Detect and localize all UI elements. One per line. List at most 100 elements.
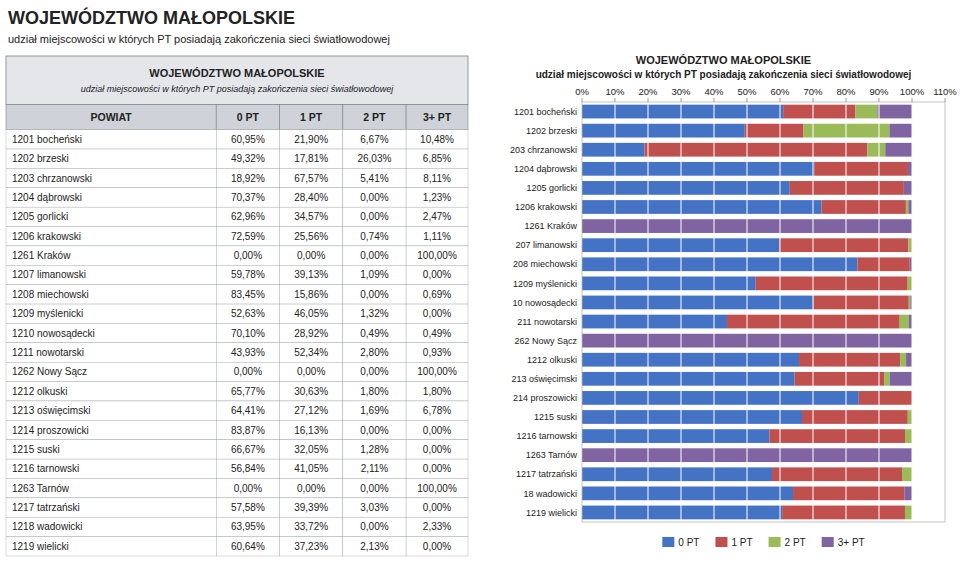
table-value: 21,90%: [294, 134, 328, 145]
table-cell: [406, 382, 468, 401]
bar-segment: [906, 200, 908, 214]
table-value: 30,63%: [294, 386, 328, 397]
table-cell: [406, 343, 468, 362]
table-value: 83,87%: [231, 425, 265, 436]
table-value: 57,58%: [231, 502, 265, 513]
table-value: 0,00%: [360, 425, 388, 436]
x-tick: [813, 98, 814, 102]
bar-segment: [859, 391, 912, 405]
table-cell: [406, 459, 468, 478]
table-cell: [343, 227, 406, 246]
table-value: 3,03%: [360, 502, 388, 513]
grid-line: [615, 102, 616, 522]
table-cell: [406, 207, 468, 226]
table-value: 0,00%: [423, 308, 451, 319]
table-header: POWIAT: [90, 111, 132, 123]
table-cell: [216, 343, 279, 362]
table-row-label: 1218 wadowicki: [12, 521, 83, 532]
bar-segment: [582, 200, 822, 214]
table-cell: [280, 265, 343, 284]
table-value: 70,10%: [231, 328, 265, 339]
bar-segment: [582, 315, 727, 329]
table-cell: [6, 246, 216, 265]
table-cell: [216, 382, 279, 401]
x-tick-label: 70%: [803, 86, 823, 97]
table-value: 0,00%: [234, 366, 262, 377]
y-tick-label: 1212 olkuski: [527, 355, 577, 365]
table-cell: [6, 459, 216, 478]
y-tick-label: 211 nowotarski: [517, 317, 577, 327]
table-row-label: 1204 dąbrowski: [12, 192, 82, 203]
bar-segment: [908, 238, 912, 252]
table-value: 28,92%: [294, 328, 328, 339]
table-value: 16,13%: [294, 425, 328, 436]
table-cell: [6, 323, 216, 342]
table-row-label: 1219 wielicki: [12, 541, 69, 552]
table-cell: [216, 246, 279, 265]
table-value: 1,11%: [423, 231, 451, 242]
table-cell: [6, 149, 216, 168]
table-row-label: 1215 suski: [12, 444, 60, 455]
table-row-label: 1207 limanowski: [12, 269, 86, 280]
x-tick: [747, 98, 748, 102]
table-value: 1,28%: [360, 444, 388, 455]
table-cell: [6, 382, 216, 401]
table-value: 0,74%: [360, 231, 388, 242]
table-value: 43,93%: [231, 347, 265, 358]
bar-segment: [582, 105, 783, 119]
table-value: 0,00%: [423, 463, 451, 474]
x-tick: [945, 98, 946, 102]
legend-swatch: [769, 537, 781, 547]
grid-line: [747, 102, 748, 522]
y-tick-label: 203 chrzanowski: [510, 145, 577, 155]
table-value: 0,00%: [360, 211, 388, 222]
table-cell: [216, 537, 279, 556]
table-cell: [406, 401, 468, 420]
grid-line: [681, 102, 682, 522]
grid-line: [714, 102, 715, 522]
table-value: 37,23%: [294, 541, 328, 552]
bar-segment: [908, 162, 912, 176]
table-row-label: 1208 miechowski: [12, 289, 89, 300]
table-value: 60,95%: [231, 134, 265, 145]
bar-segment: [772, 467, 902, 481]
y-tick-label: 1215 suski: [534, 412, 577, 422]
table-cell: [216, 168, 279, 187]
table-cell: [343, 362, 406, 381]
table-value: 6,67%: [360, 134, 388, 145]
table-cell: [343, 382, 406, 401]
table-row-label: 1211 nowotarski: [12, 347, 84, 358]
table-value: 33,72%: [294, 521, 328, 532]
y-tick-label: 18 wadowicki: [523, 489, 577, 499]
table-value: 0,00%: [360, 250, 388, 261]
table-cell: [6, 207, 216, 226]
table-cell: [406, 265, 468, 284]
legend-item: 3+ PT: [822, 537, 865, 548]
table-value: 0,00%: [423, 269, 451, 280]
table-value: 59,78%: [231, 269, 265, 280]
y-tick-label: 1202 brzeski: [526, 126, 577, 136]
table-cell: [216, 130, 279, 149]
bar-segment: [799, 353, 900, 367]
table-cell: [343, 304, 406, 323]
table-row-label: 1201 bocheński: [12, 134, 82, 145]
table-cell: [216, 440, 279, 459]
x-tick-label: 30%: [671, 86, 691, 97]
table-cell: [280, 227, 343, 246]
table-cell: [343, 149, 406, 168]
table-value: 0,00%: [297, 366, 325, 377]
x-tick: [879, 98, 880, 102]
table-value: 0,00%: [423, 425, 451, 436]
table-cell: [280, 537, 343, 556]
table-value: 25,56%: [294, 231, 328, 242]
table-cell: [343, 440, 406, 459]
table-cell: [343, 130, 406, 149]
table-cell: [343, 285, 406, 304]
table-cell: [6, 188, 216, 207]
bar-segment: [906, 353, 912, 367]
table-cell: [406, 420, 468, 439]
bar-segment: [582, 506, 782, 520]
table-value: 39,13%: [294, 269, 328, 280]
bar-segment: [855, 105, 877, 119]
table-value: 0,00%: [423, 502, 451, 513]
